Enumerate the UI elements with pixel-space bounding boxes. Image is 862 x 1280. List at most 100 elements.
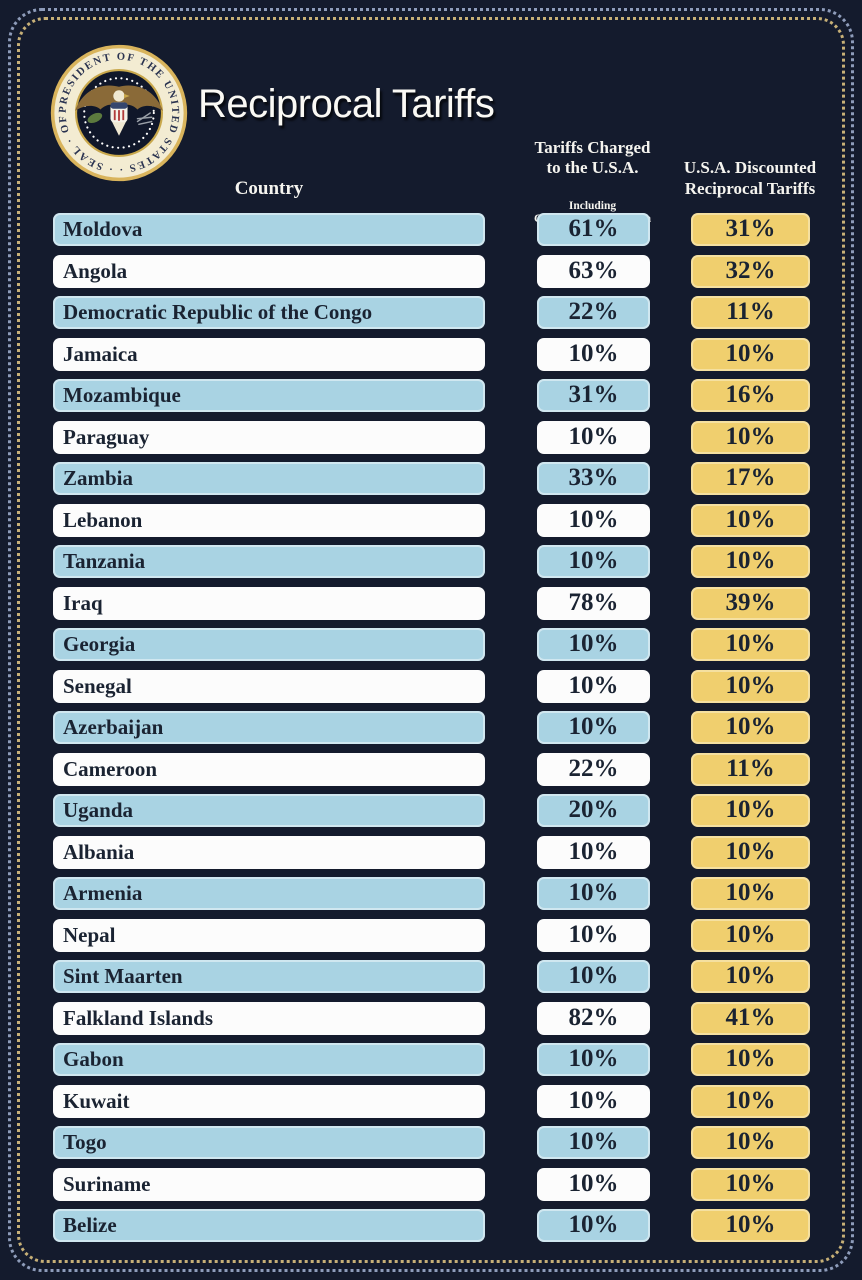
tariffs-charged-cell: 10%	[537, 1167, 650, 1201]
table-row: Gabon 10% 10%	[0, 1043, 862, 1076]
reciprocal-tariff-cell: 10%	[691, 794, 810, 827]
reciprocal-tariff-cell: 10%	[691, 1209, 810, 1242]
tariffs-charged-cell: 10%	[537, 1043, 650, 1076]
reciprocal-tariff-cell: 10%	[691, 877, 810, 910]
reciprocal-tariff-cell: 10%	[691, 503, 810, 537]
tariffs-charged-cell: 10%	[537, 545, 650, 578]
column-header-usa-discounted: U.S.A. Discounted Reciprocal Tariffs	[683, 158, 817, 198]
table-row: Cameroon 22% 11%	[0, 752, 862, 786]
column-header-tariffs-charged-label: Tariffs Charged to the U.S.A.	[534, 138, 651, 178]
table-row: Paraguay 10% 10%	[0, 420, 862, 454]
tariffs-charged-cell: 22%	[537, 296, 650, 329]
country-cell: Democratic Republic of the Congo	[53, 296, 485, 329]
country-cell: Albania	[53, 835, 485, 869]
reciprocal-tariff-cell: 10%	[691, 545, 810, 578]
country-cell: Senegal	[53, 669, 485, 703]
reciprocal-tariff-cell: 10%	[691, 420, 810, 454]
table-row: Belize 10% 10%	[0, 1209, 862, 1242]
tariffs-charged-cell: 78%	[537, 586, 650, 620]
table-row: Uganda 20% 10%	[0, 794, 862, 827]
table-row: Angola 63% 32%	[0, 254, 862, 288]
country-cell: Togo	[53, 1126, 485, 1159]
reciprocal-tariff-cell: 10%	[691, 337, 810, 371]
country-cell: Jamaica	[53, 337, 485, 371]
country-cell: Cameroon	[53, 752, 485, 786]
table-row: Kuwait 10% 10%	[0, 1084, 862, 1118]
reciprocal-tariff-cell: 10%	[691, 960, 810, 993]
country-cell: Zambia	[53, 462, 485, 495]
table-row: Armenia 10% 10%	[0, 877, 862, 910]
reciprocal-tariff-cell: 10%	[691, 669, 810, 703]
reciprocal-tariff-cell: 10%	[691, 1043, 810, 1076]
table-row: Albania 10% 10%	[0, 835, 862, 869]
table-row: Sint Maarten 10% 10%	[0, 960, 862, 993]
reciprocal-tariff-cell: 17%	[691, 462, 810, 495]
reciprocal-tariff-cell: 39%	[691, 586, 810, 620]
table-row: Democratic Republic of the Congo 22% 11%	[0, 296, 862, 329]
table-row: Tanzania 10% 10%	[0, 545, 862, 578]
table-row: Falkland Islands 82% 41%	[0, 1001, 862, 1035]
country-cell: Gabon	[53, 1043, 485, 1076]
country-cell: Belize	[53, 1209, 485, 1242]
table-row: Georgia 10% 10%	[0, 628, 862, 661]
country-cell: Mozambique	[53, 379, 485, 412]
tariffs-charged-cell: 10%	[537, 835, 650, 869]
country-cell: Tanzania	[53, 545, 485, 578]
tariffs-charged-cell: 10%	[537, 669, 650, 703]
tariffs-charged-cell: 10%	[537, 1126, 650, 1159]
country-cell: Angola	[53, 254, 485, 288]
tariffs-charged-cell: 10%	[537, 503, 650, 537]
country-cell: Armenia	[53, 877, 485, 910]
country-cell: Nepal	[53, 918, 485, 952]
page-title: Reciprocal Tariffs	[198, 82, 495, 126]
tariffs-charged-cell: 20%	[537, 794, 650, 827]
country-cell: Georgia	[53, 628, 485, 661]
tariffs-charged-cell: 33%	[537, 462, 650, 495]
reciprocal-tariff-cell: 10%	[691, 835, 810, 869]
table-row: Togo 10% 10%	[0, 1126, 862, 1159]
reciprocal-tariff-cell: 41%	[691, 1001, 810, 1035]
table-row: Mozambique 31% 16%	[0, 379, 862, 412]
tariffs-charged-cell: 10%	[537, 711, 650, 744]
reciprocal-tariff-cell: 10%	[691, 1126, 810, 1159]
country-cell: Moldova	[53, 213, 485, 246]
country-cell: Sint Maarten	[53, 960, 485, 993]
presidential-seal-icon: PRESIDENT OF THE UNITED STATES · · SEAL …	[48, 42, 188, 182]
tariffs-charged-cell: 10%	[537, 337, 650, 371]
country-cell: Lebanon	[53, 503, 485, 537]
country-cell: Azerbaijan	[53, 711, 485, 744]
reciprocal-tariff-cell: 10%	[691, 711, 810, 744]
table-row: Nepal 10% 10%	[0, 918, 862, 952]
country-cell: Iraq	[53, 586, 485, 620]
column-header-country: Country	[234, 178, 304, 199]
tariffs-charged-cell: 63%	[537, 254, 650, 288]
country-cell: Uganda	[53, 794, 485, 827]
tariffs-charged-cell: 10%	[537, 877, 650, 910]
tariffs-charged-cell: 10%	[537, 1084, 650, 1118]
tariffs-charged-cell: 61%	[537, 213, 650, 246]
reciprocal-tariff-cell: 10%	[691, 918, 810, 952]
table-row: Lebanon 10% 10%	[0, 503, 862, 537]
table-row: Senegal 10% 10%	[0, 669, 862, 703]
tariffs-charged-cell: 10%	[537, 628, 650, 661]
table-row: Suriname 10% 10%	[0, 1167, 862, 1201]
reciprocal-tariff-cell: 31%	[691, 213, 810, 246]
reciprocal-tariff-cell: 11%	[691, 296, 810, 329]
country-cell: Paraguay	[53, 420, 485, 454]
tariffs-charged-cell: 10%	[537, 420, 650, 454]
country-cell: Suriname	[53, 1167, 485, 1201]
tariffs-charged-cell: 31%	[537, 379, 650, 412]
reciprocal-tariff-cell: 11%	[691, 752, 810, 786]
tariffs-charged-cell: 10%	[537, 1209, 650, 1242]
tariffs-charged-cell: 22%	[537, 752, 650, 786]
table-row: Iraq 78% 39%	[0, 586, 862, 620]
reciprocal-tariff-cell: 32%	[691, 254, 810, 288]
table-row: Zambia 33% 17%	[0, 462, 862, 495]
table-row: Azerbaijan 10% 10%	[0, 711, 862, 744]
country-cell: Kuwait	[53, 1084, 485, 1118]
tariffs-charged-cell: 10%	[537, 918, 650, 952]
tariffs-charged-cell: 10%	[537, 960, 650, 993]
eagle-icon	[74, 85, 164, 136]
reciprocal-tariff-cell: 10%	[691, 1084, 810, 1118]
